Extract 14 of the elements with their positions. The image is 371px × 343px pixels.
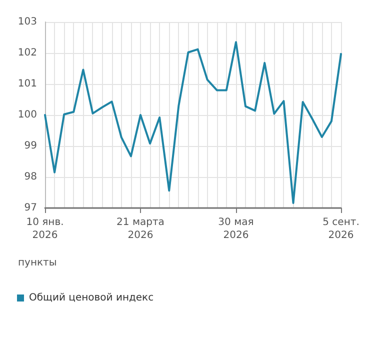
y-axis-title: пункты [18,258,57,268]
y-tick-label: 99 [24,140,37,152]
line-series [44,41,342,204]
x-tick-label: 30 мая 2026 [218,217,254,241]
x-tick-label: 5 сент. 2026 [322,217,360,241]
y-tick-label: 98 [24,172,37,182]
y-tick-label: 102 [18,48,37,58]
legend-label: Общий ценовой индекс [29,292,154,304]
x-tick-label: 10 янв. 2026 [26,217,64,241]
y-tick-label: 97 [24,202,37,214]
y-tick-label: 100 [18,110,37,120]
x-tick-label: 21 марта 2026 [116,217,164,241]
y-tick-label: 103 [18,16,37,28]
y-tick-label: 101 [18,78,37,90]
